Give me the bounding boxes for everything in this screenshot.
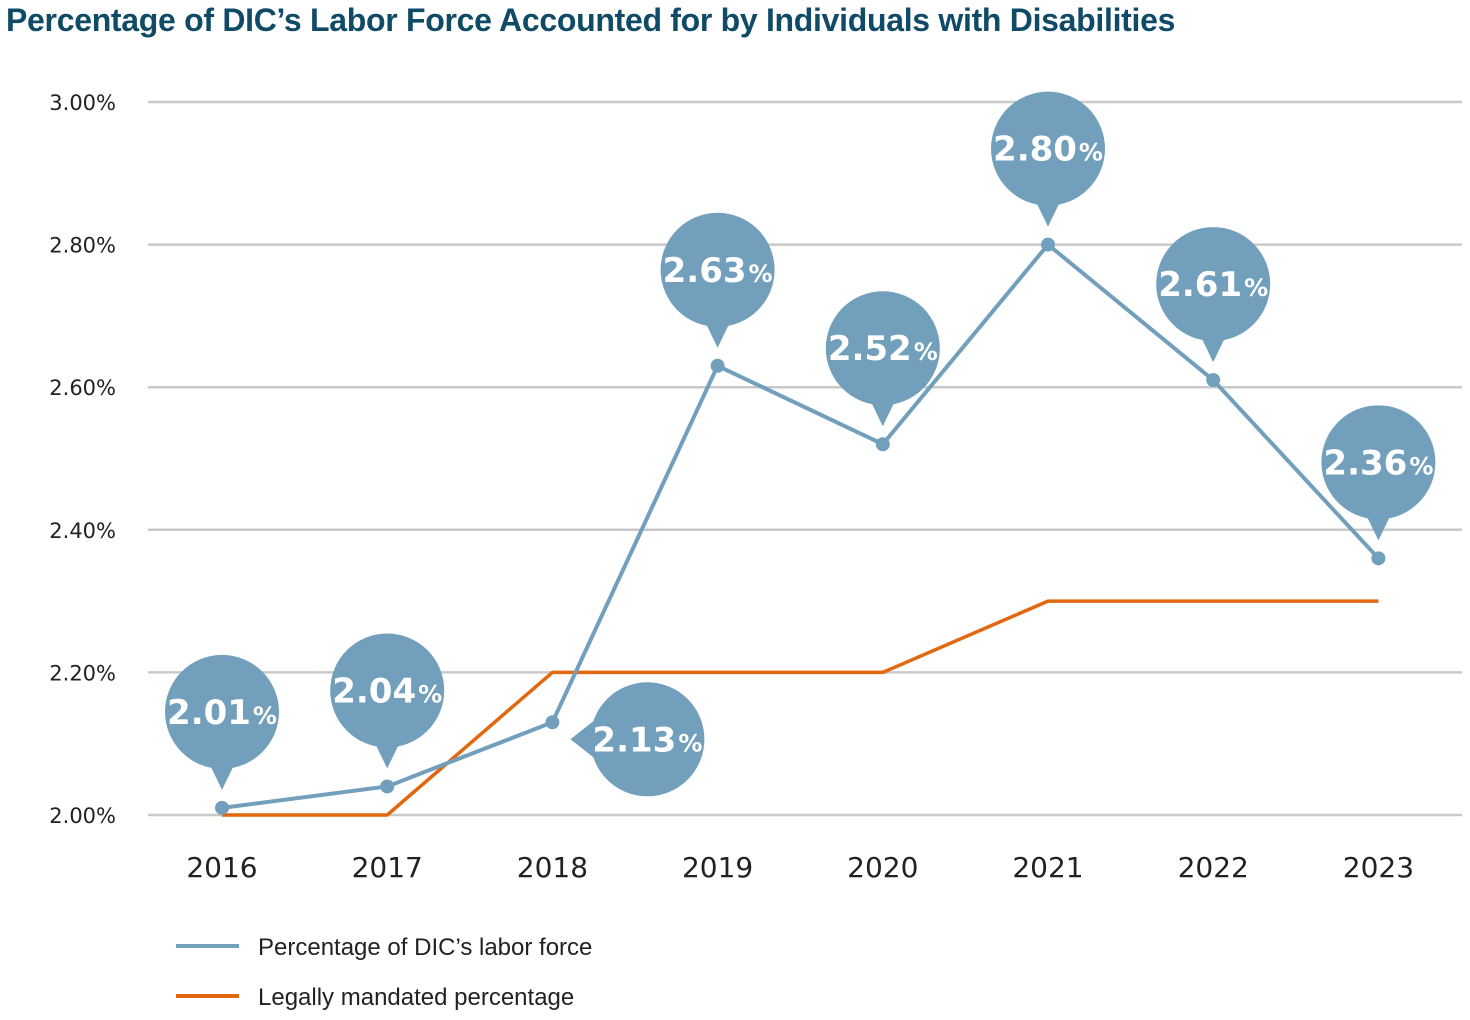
data-label-suffix: % bbox=[914, 338, 938, 366]
x-tick-label: 2022 bbox=[1178, 851, 1249, 884]
data-label-bubble: 2.13% bbox=[570, 682, 705, 797]
x-tick-label: 2019 bbox=[682, 851, 753, 884]
data-label-value: 2.63 bbox=[663, 251, 747, 291]
data-label-suffix: % bbox=[253, 702, 277, 730]
data-label-bubble: 2.01% bbox=[165, 654, 279, 790]
data-label-suffix: % bbox=[749, 260, 773, 288]
y-axis-ticks: 2.00% 2.20% 2.40% 2.60% 2.80% 3.00% bbox=[49, 91, 116, 828]
bubble-body bbox=[165, 654, 279, 769]
y-tick-label: 2.20% bbox=[49, 661, 116, 685]
y-tick-label: 2.00% bbox=[49, 804, 116, 828]
data-point bbox=[545, 715, 560, 730]
data-point bbox=[1206, 373, 1221, 388]
data-point bbox=[380, 779, 395, 794]
data-label-value: 2.36 bbox=[1323, 443, 1407, 483]
data-point bbox=[710, 358, 725, 373]
y-tick-label: 2.40% bbox=[49, 519, 116, 543]
data-label-bubble: 2.63% bbox=[660, 212, 775, 348]
data-label-bubble: 2.36% bbox=[1321, 405, 1436, 541]
data-label-bubble: 2.04% bbox=[330, 633, 445, 769]
data-label: 2.01% bbox=[167, 693, 277, 733]
y-tick-label: 3.00% bbox=[49, 91, 116, 115]
legend-label: Percentage of DIC’s labor force bbox=[258, 934, 592, 961]
bubble-tail bbox=[570, 717, 599, 762]
series-lines bbox=[215, 237, 1386, 817]
data-label-suffix: % bbox=[1244, 274, 1268, 302]
x-axis-ticks: 2016 2017 2018 2019 2020 2021 2022 2023 bbox=[186, 851, 1414, 884]
x-tick-label: 2023 bbox=[1343, 851, 1414, 884]
data-point bbox=[1041, 237, 1055, 252]
data-label: 2.13% bbox=[592, 720, 702, 760]
data-label-bubble: 2.61% bbox=[1156, 227, 1271, 363]
data-label: 2.63% bbox=[663, 251, 773, 291]
y-tick-label: 2.80% bbox=[49, 234, 116, 258]
bubble-body bbox=[590, 682, 705, 797]
x-tick-label: 2016 bbox=[186, 851, 257, 884]
data-label-value: 2.01 bbox=[167, 693, 251, 733]
legend-label: Legally mandated percentage bbox=[258, 984, 574, 1011]
bubble-body bbox=[825, 291, 940, 406]
data-label-suffix: % bbox=[1409, 452, 1433, 480]
x-tick-label: 2020 bbox=[847, 851, 918, 884]
data-point bbox=[1371, 551, 1386, 566]
chart-title: Percentage of DIC’s Labor Force Accounte… bbox=[6, 2, 1176, 38]
bubble-body bbox=[330, 633, 445, 748]
bubble-body bbox=[1156, 227, 1271, 342]
data-label-suffix: % bbox=[678, 729, 702, 757]
bubble-body bbox=[660, 212, 775, 327]
bubble-body bbox=[991, 91, 1105, 206]
series-line-dic-labor-force bbox=[221, 242, 1380, 810]
data-label: 2.52% bbox=[828, 329, 938, 369]
series-line-legally-mandated bbox=[222, 599, 1379, 817]
data-label: 2.36% bbox=[1323, 443, 1433, 483]
x-tick-label: 2017 bbox=[352, 851, 423, 884]
bubble-body bbox=[1321, 405, 1436, 520]
data-label-value: 2.61 bbox=[1158, 265, 1242, 305]
data-label-bubble: 2.52% bbox=[825, 291, 940, 427]
data-point bbox=[875, 437, 890, 452]
data-label: 2.61% bbox=[1158, 265, 1268, 305]
data-label-bubbles: 2.01%2.04%2.13%2.63%2.52%2.80%2.61%2.36% bbox=[165, 91, 1436, 797]
data-label-suffix: % bbox=[418, 680, 442, 708]
data-label-bubble: 2.80% bbox=[991, 91, 1105, 227]
data-label: 2.80% bbox=[993, 130, 1103, 170]
data-label-value: 2.80 bbox=[993, 130, 1077, 170]
y-tick-label: 2.60% bbox=[49, 376, 116, 400]
legend: Percentage of DIC’s labor force Legally m… bbox=[176, 934, 592, 1011]
data-label-suffix: % bbox=[1079, 139, 1103, 167]
data-point bbox=[215, 800, 229, 815]
data-label-value: 2.13 bbox=[592, 720, 676, 760]
data-label-value: 2.52 bbox=[828, 329, 912, 369]
x-tick-label: 2018 bbox=[517, 851, 588, 884]
x-tick-label: 2021 bbox=[1012, 851, 1083, 884]
data-label: 2.04% bbox=[332, 671, 442, 711]
data-label-value: 2.04 bbox=[332, 671, 416, 711]
